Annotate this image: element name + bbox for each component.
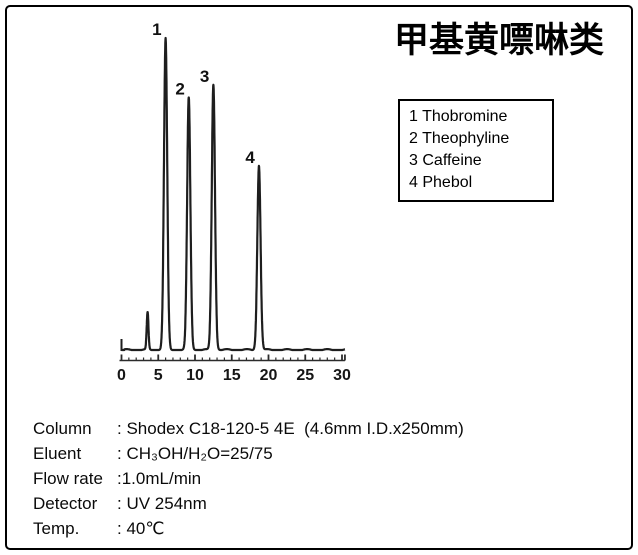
x-axis-tick-label: 5 — [154, 367, 163, 384]
peak-legend: 1 Thobromine 2 Theophyline 3 Caffeine 4 … — [398, 99, 554, 202]
condition-row-temp: Temp. : 40℃ — [33, 516, 613, 541]
x-axis-tick-label: 25 — [296, 367, 314, 384]
x-axis-tick-label: 30 — [333, 367, 351, 384]
page-title: 甲基黄嘌啉类 — [394, 21, 605, 60]
peak-name: Theophyline — [422, 130, 510, 147]
legend-item: 4 Phebol — [409, 172, 544, 194]
condition-row-column: Column : Shodex C18-120-5 4E (4.6mm I.D.x… — [33, 416, 613, 441]
peak-name: Phebol — [422, 174, 473, 191]
peak-name: Caffeine — [422, 152, 482, 169]
peak-number: 1 — [409, 108, 418, 125]
condition-value: : 40℃ — [117, 519, 165, 538]
peak-number: 2 — [409, 130, 418, 147]
condition-label: Detector — [33, 494, 98, 513]
peak-number: 3 — [409, 152, 418, 169]
peak-label: 3 — [200, 67, 209, 86]
analysis-conditions: Column : Shodex C18-120-5 4E (4.6mm I.D.x… — [33, 416, 613, 541]
legend-item: 3 Caffeine — [409, 150, 544, 172]
legend-item: 2 Theophyline — [409, 128, 544, 150]
condition-label: Eluent — [33, 444, 82, 463]
condition-label: Column — [33, 419, 92, 438]
x-axis-tick-label: 15 — [223, 367, 241, 384]
x-axis-tick-label: 20 — [260, 367, 278, 384]
condition-label: Temp. — [33, 519, 80, 538]
peak-label: 1 — [152, 20, 161, 39]
condition-row-flow-rate: Flow rate :1.0mL/min — [33, 466, 613, 491]
chromatogram-trace — [120, 36, 346, 352]
peak-label: 2 — [175, 79, 184, 98]
condition-label: Flow rate — [33, 469, 103, 488]
condition-value: :1.0mL/min — [117, 469, 202, 488]
condition-value: : CH₃OH/H₂O=25/75 — [117, 444, 273, 463]
condition-value: : UV 254nm — [117, 494, 207, 513]
x-axis-tick-label: 0 — [117, 367, 126, 384]
peak-label: 4 — [245, 148, 255, 167]
condition-row-detector: Detector : UV 254nm — [33, 491, 613, 516]
x-axis-tick-label: 10 — [186, 367, 204, 384]
condition-value: : Shodex C18-120-5 4E (4.6mm I.D.x250mm) — [117, 419, 464, 438]
legend-item: 1 Thobromine — [409, 106, 544, 128]
condition-row-eluent: Eluent : CH₃OH/H₂O=25/75 — [33, 441, 613, 466]
peak-name: Thobromine — [422, 108, 508, 125]
peak-number: 4 — [409, 174, 418, 191]
